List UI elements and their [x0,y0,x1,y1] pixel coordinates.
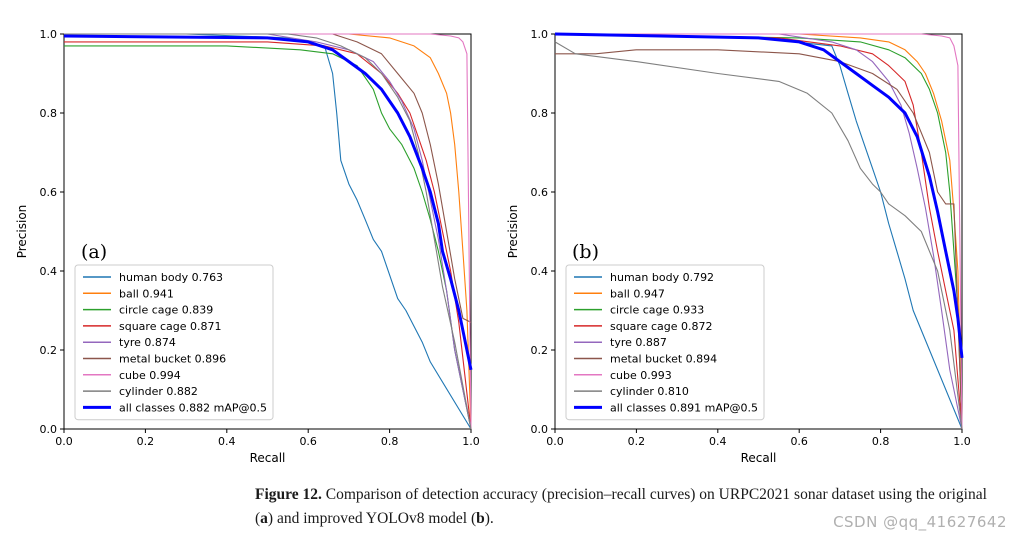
panel-b-y-tick-label: 0.8 [531,107,549,120]
panel-a-panel-label: (a) [81,241,107,263]
panel-b-series-line-square-cage [554,33,963,430]
panel-b-series-line-circle-cage [554,33,963,430]
panel-a-chart: 0.0 0.2 0.4 0.6 0.8 1.0 0.0 0.2 0.4 0.6 0.8 1.0 Reca… [15,28,480,465]
panel-b-legend-entry-ball: ball 0.947 [610,287,665,300]
panel-b-legend: human body 0.792 ball 0.947 circle cage 0.… [565,264,765,421]
panel-a-x-tick-label: 0.6 [299,435,317,448]
panel-a-x-tick-label: 0.0 [55,435,73,448]
panel-b-series-line-metal-bucket [555,49,963,430]
panel-a-series-line-tyre [64,33,472,430]
watermark: CSDN @qq_41627642 [833,513,1007,531]
panel-b-panel-label: (b) [572,241,599,263]
panel-a-y-tick-label: 0.2 [40,344,58,357]
panel-a-legend-entry-square-cage: square cage 0.871 [119,320,222,333]
caption-label: Figure 12. [255,486,322,503]
panel-b-legend-entry-square-cage: square cage 0.872 [610,320,713,333]
panel-b-x-tick-label: 0.6 [790,435,808,448]
panel-a-legend-box [74,264,274,421]
panel-b-series-line-cylinder [554,41,963,430]
panel-b-legend-entry-metal-bucket: metal bucket 0.894 [610,353,717,366]
caption-b: b [476,510,485,527]
panel-b-legend-entry-human-body: human body 0.792 [610,271,714,284]
panel-b-x-tick-label: 0.4 [709,435,727,448]
panel-b-legend-entry-cylinder: cylinder 0.810 [610,385,689,398]
panel-b-legend-box [565,264,765,421]
panel-b-series-line-all-classes [554,32,964,359]
panel-b-chart: 0.0 0.2 0.4 0.6 0.8 1.0 0.0 0.2 0.4 0.6 0.8 1.0 Reca… [506,28,971,465]
panel-a-legend-entry-human-body: human body 0.763 [119,271,223,284]
panel-a-legend-entry-cube: cube 0.994 [119,369,181,382]
caption-text-3: ). [484,510,494,527]
panel-a-series-line-cube [64,33,472,430]
caption-a: a [260,510,268,527]
panel-a-series-line-all-classes [63,34,473,371]
panel-a-y-tick-label: 0.8 [40,107,58,120]
panel-b-legend-entry-cube: cube 0.993 [610,369,672,382]
panel-b-y-tick-label: 0.4 [531,265,549,278]
panel-a-x-tick-label: 0.2 [137,435,155,448]
panel-b-x-tick-label: 0.2 [628,435,646,448]
panel-b-y-tick-label: 0.2 [531,344,549,357]
panel-b-x-tick-label: 0.0 [546,435,564,448]
panel-a-series-line-ball [64,33,472,430]
panel-b-series-line-cube [555,33,963,430]
panel-a-legend-entry-tyre: tyre 0.874 [119,336,176,349]
panel-b-y-tick-label: 0.0 [531,423,549,436]
caption-text-1: Comparison of detection accuracy (precis… [255,486,987,527]
panel-a-y-tick-label: 0.0 [40,423,58,436]
panel-a-series-line-cylinder [64,33,472,430]
panel-a-x-tick-label: 1.0 [462,435,480,448]
panel-a-y-tick-label: 0.6 [40,186,58,199]
panel-a-y-tick-label: 1.0 [40,28,58,41]
panel-b-y-tick-label: 1.0 [531,28,549,41]
panel-b-legend-entry-tyre: tyre 0.887 [610,336,667,349]
panel-a-legend-entry-metal-bucket: metal bucket 0.896 [119,353,226,366]
panel-a-legend-entry-ball: ball 0.941 [119,287,174,300]
panel-a-legend: human body 0.763 ball 0.941 circle cage 0.… [74,264,274,421]
caption-text-2: ) and improved YOLOv8 model ( [267,510,477,527]
panel-a-series-line-square-cage [64,41,472,430]
panel-a-legend-entry-circle-cage: circle cage 0.839 [119,304,213,317]
figure-caption: Figure 12. Comparison of detection accur… [255,483,995,531]
panel-a-legend-entry-all-classes: all classes 0.882 mAP@0.5 [119,401,267,414]
panel-a-x-tick-label: 0.4 [218,435,236,448]
panel-b-x-tick-label: 0.8 [872,435,890,448]
panel-b-x-tick-label: 1.0 [953,435,971,448]
panel-a-y-axis-label: Precision [15,205,29,259]
panel-a-legend-entry-cylinder: cylinder 0.882 [119,385,198,398]
panel-b-y-tick-label: 0.6 [531,186,549,199]
panel-a-series-line-circle-cage [64,45,472,430]
panel-a-x-tick-label: 0.8 [381,435,399,448]
panel-b-series-line-tyre [555,33,963,430]
panel-b-legend-entry-circle-cage: circle cage 0.933 [610,304,704,317]
panel-b-y-axis-label: Precision [506,205,520,259]
panel-b-legend-entry-all-classes: all classes 0.891 mAP@0.5 [610,401,758,414]
panel-a-y-tick-label: 0.4 [40,265,58,278]
panel-a-series-line-metal-bucket [64,33,472,323]
panel-a-x-axis-label: Recall [250,451,286,465]
panel-b-series-line-human-body [554,33,963,430]
panel-b-x-axis-label: Recall [741,451,777,465]
